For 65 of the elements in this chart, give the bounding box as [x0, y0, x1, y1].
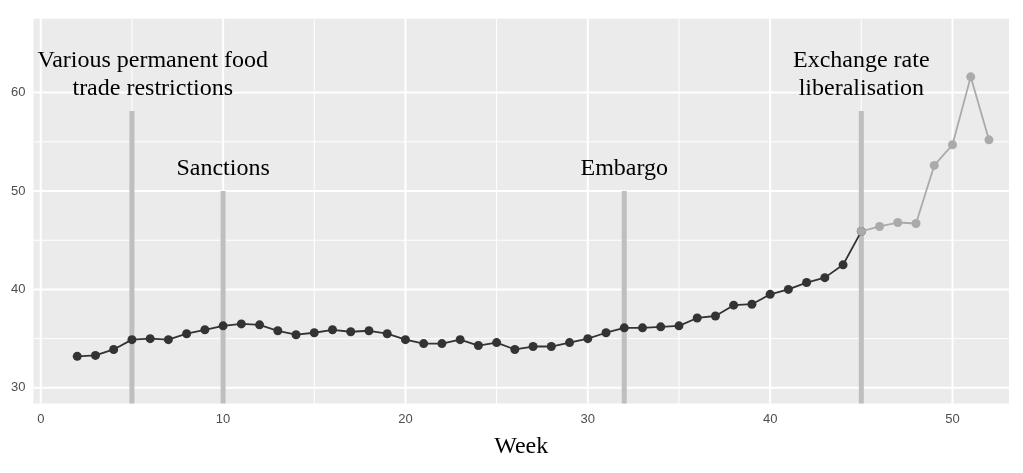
- point: [583, 334, 593, 344]
- x-tick-label: 30: [580, 410, 596, 426]
- point: [109, 344, 119, 354]
- point: [236, 319, 246, 329]
- point: [182, 329, 192, 339]
- y-tick-label: 30: [10, 379, 26, 395]
- point: [802, 278, 812, 288]
- point: [255, 320, 265, 330]
- point: [783, 284, 793, 294]
- point: [510, 344, 520, 354]
- point: [437, 339, 447, 349]
- point: [947, 140, 957, 150]
- point: [820, 273, 830, 283]
- point: [674, 321, 684, 331]
- point: [72, 351, 82, 361]
- point: [729, 300, 739, 310]
- point: [966, 72, 976, 82]
- y-tick-label: 60: [10, 84, 26, 100]
- point: [838, 260, 848, 270]
- point: [218, 321, 228, 331]
- point: [382, 329, 392, 339]
- point: [273, 326, 283, 336]
- point: [90, 350, 100, 360]
- point: [455, 335, 465, 345]
- point: [911, 219, 921, 228]
- point: [200, 325, 210, 335]
- point: [346, 327, 356, 337]
- point: [747, 299, 757, 309]
- ref-line-label: Sanctions: [176, 154, 270, 181]
- point: [400, 335, 410, 345]
- ref-line-label: Embargo: [580, 154, 669, 181]
- point: [419, 339, 429, 349]
- point: [291, 330, 301, 340]
- point: [163, 335, 173, 345]
- point: [984, 135, 994, 145]
- x-tick-label: 20: [398, 410, 413, 426]
- ref-line-label: Exchange rate liberalisation: [793, 46, 930, 101]
- point: [692, 313, 702, 323]
- point: [127, 335, 137, 345]
- point: [309, 328, 319, 338]
- point: [929, 160, 939, 170]
- point: [145, 334, 155, 344]
- point: [893, 218, 903, 228]
- point: [637, 323, 647, 333]
- point: [875, 221, 885, 231]
- x-tick-label: 40: [762, 410, 778, 426]
- point: [492, 338, 502, 348]
- x-axis-title: Week: [494, 431, 549, 458]
- x-tick-label: 10: [215, 410, 231, 426]
- point: [619, 323, 629, 333]
- y-tick-label: 50: [10, 182, 26, 198]
- y-tick-label: 40: [10, 281, 26, 297]
- ref-line-label: Various permanent food trade restrictions: [37, 46, 269, 101]
- point: [710, 311, 720, 321]
- x-tick-label: 50: [945, 410, 960, 426]
- point: [656, 322, 666, 332]
- point: [565, 338, 575, 348]
- x-tick-label: 0: [37, 410, 45, 426]
- point: [328, 325, 337, 335]
- point: [473, 341, 483, 351]
- point: [528, 342, 538, 352]
- point: [765, 289, 775, 299]
- point: [364, 326, 374, 336]
- point: [546, 342, 556, 352]
- point: [601, 328, 611, 338]
